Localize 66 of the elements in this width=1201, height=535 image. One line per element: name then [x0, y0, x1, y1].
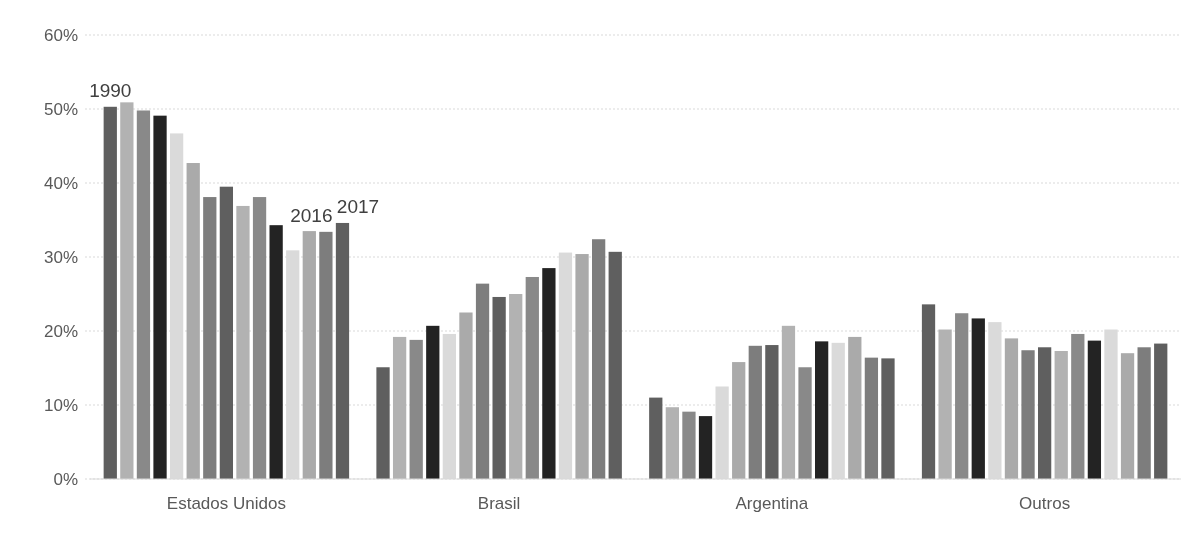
bar [459, 312, 473, 479]
bar [542, 268, 556, 479]
bar [509, 294, 523, 479]
bar [765, 345, 779, 479]
bar [1037, 347, 1052, 479]
bar [748, 345, 762, 479]
x-tick-label: Argentina [735, 494, 809, 513]
bar [665, 407, 679, 479]
bar [392, 336, 407, 479]
bar [525, 276, 539, 479]
bar [409, 339, 423, 479]
bar [649, 397, 663, 479]
bar [1004, 338, 1019, 479]
y-tick-label: 20% [43, 321, 78, 341]
bar [103, 106, 117, 479]
bar [682, 411, 696, 479]
bar [1071, 333, 1085, 479]
bar [608, 251, 622, 479]
x-tick-label: Estados Unidos [166, 494, 286, 513]
bar [592, 239, 606, 479]
y-tick-label: 60% [43, 25, 78, 45]
x-tick-label: Brasil [477, 494, 521, 513]
bar [575, 254, 589, 479]
bar [781, 325, 796, 479]
bar [376, 367, 390, 479]
bar [1021, 350, 1035, 479]
bar [815, 341, 829, 479]
bar [252, 197, 267, 479]
bar [1087, 340, 1102, 479]
bar [153, 115, 167, 479]
series-label: 1990 [89, 79, 132, 101]
bar [203, 197, 217, 479]
bar [1120, 353, 1135, 479]
bar [698, 416, 713, 479]
bar [492, 296, 506, 479]
y-tick-label: 40% [43, 173, 78, 193]
x-tick-label: Outros [1019, 494, 1071, 513]
y-tick-label: 10% [43, 395, 78, 415]
y-tick-label: 50% [43, 99, 78, 119]
bar [302, 231, 316, 479]
bar [269, 225, 283, 479]
y-tick-label: 0% [53, 469, 78, 489]
bar [881, 358, 895, 479]
series-label: 2016 [290, 204, 333, 226]
bar [955, 313, 969, 479]
bar [1137, 347, 1151, 479]
bar [732, 362, 746, 479]
bar [236, 205, 250, 479]
bar [120, 102, 134, 479]
bar [475, 283, 490, 479]
bar [219, 186, 234, 479]
bar [848, 336, 862, 479]
bar [186, 163, 200, 479]
bar [921, 304, 936, 479]
bar [335, 222, 350, 479]
bar [426, 325, 440, 479]
bar [864, 357, 879, 479]
bar [1054, 350, 1068, 479]
y-tick-label: 30% [43, 247, 78, 267]
bar [971, 318, 985, 479]
bar [319, 231, 333, 479]
bar [798, 367, 812, 479]
series-label: 2017 [336, 195, 380, 217]
bar [1154, 343, 1168, 479]
bar [136, 110, 151, 479]
bar [938, 329, 952, 479]
